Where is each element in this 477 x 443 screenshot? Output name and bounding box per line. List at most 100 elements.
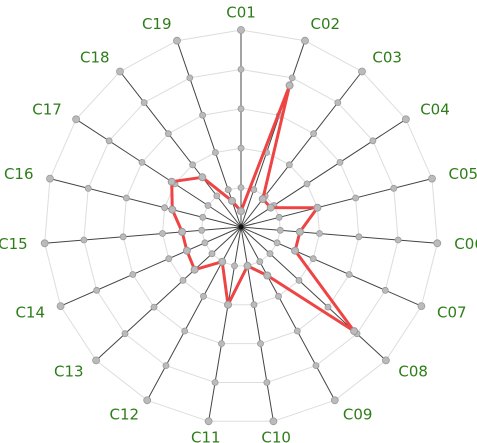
data-point-c05 — [313, 203, 322, 212]
ring-marker-c03-4 — [334, 99, 342, 106]
ring-marker-c05-4 — [390, 184, 398, 192]
radar-series — [167, 81, 359, 336]
axis-label-c16: C16 — [4, 165, 34, 183]
ring-marker-c10-3 — [257, 340, 264, 348]
ring-marker-c01-3 — [237, 105, 245, 113]
ring-marker-c09-4 — [312, 362, 320, 370]
ring-marker-c07-5 — [417, 302, 426, 311]
ring-marker-c15-1 — [198, 226, 206, 234]
ring-marker-c01-5 — [237, 26, 245, 34]
axis-label-c18: C18 — [80, 49, 110, 67]
ring-marker-c10-2 — [250, 301, 258, 309]
ring-marker-c06-2 — [316, 230, 323, 237]
ring-marker-c17-5 — [72, 115, 80, 124]
ring-marker-c08-5 — [381, 356, 390, 365]
ring-marker-c04-5 — [401, 115, 410, 124]
data-point-c02 — [285, 81, 294, 90]
axis-label-c04: C04 — [420, 101, 450, 119]
axis-label-c12: C12 — [110, 406, 140, 424]
axis-label-c17: C17 — [32, 101, 62, 119]
spoke-c13 — [95, 226, 242, 361]
ring-marker-c14-2 — [165, 255, 173, 263]
ring-marker-c11-1 — [231, 262, 238, 270]
ring-marker-c04-4 — [369, 137, 377, 145]
ring-marker-c14-5 — [56, 302, 65, 311]
ring-marker-c19-5 — [173, 36, 181, 45]
ring-marker-c08-3 — [324, 303, 332, 311]
ring-marker-c06-5 — [433, 239, 442, 248]
ring-marker-c09-3 — [293, 327, 301, 335]
ring-marker-c14-1 — [201, 239, 209, 247]
spoke-c19 — [176, 40, 242, 228]
ring-marker-c12-3 — [181, 327, 189, 335]
ring-marker-c03-5 — [358, 67, 366, 76]
data-point-c18 — [198, 173, 207, 182]
data-point-c14 — [182, 246, 191, 255]
spoke-c18 — [119, 71, 242, 228]
spoke-c15 — [44, 226, 242, 244]
data-point-c11 — [224, 300, 232, 309]
axis-label-c02: C02 — [311, 15, 341, 33]
ring-marker-c12-2 — [200, 292, 207, 300]
ring-marker-c11-3 — [218, 340, 225, 348]
series-line-0 — [170, 83, 356, 333]
ring-marker-c13-1 — [208, 250, 216, 258]
ring-marker-c16-2 — [161, 204, 169, 212]
ring-marker-c16-1 — [199, 213, 207, 221]
spoke-c03 — [240, 71, 363, 228]
ring-marker-c13-5 — [92, 356, 100, 365]
ring-marker-c15-2 — [159, 230, 166, 237]
ring-marker-c07-1 — [273, 239, 281, 247]
grid-ring-5 — [44, 29, 438, 422]
axis-label-c13: C13 — [54, 362, 84, 380]
ring-marker-c06-4 — [394, 236, 402, 244]
ring-marker-c05-1 — [275, 213, 283, 221]
ring-marker-c18-3 — [164, 130, 172, 138]
grid-ring-3 — [122, 108, 360, 345]
ring-marker-c07-3 — [345, 271, 353, 278]
data-point-c03 — [258, 195, 267, 203]
ring-marker-c19-3 — [199, 111, 207, 119]
axis-label-c10: C10 — [261, 429, 291, 443]
ring-marker-c06-3 — [355, 233, 363, 241]
ring-marker-c17-1 — [204, 202, 212, 209]
ring-marker-c07-2 — [309, 255, 317, 263]
axis-label-c07: C07 — [437, 304, 467, 322]
spoke-c07 — [240, 226, 422, 307]
data-point-c06 — [295, 227, 304, 236]
ring-marker-c01-1 — [237, 184, 245, 192]
ring-marker-c04-3 — [336, 158, 344, 166]
axis-label-c06: C06 — [454, 235, 477, 253]
spoke-c16 — [49, 178, 242, 228]
ring-marker-c09-1 — [256, 258, 264, 266]
axis-label-c15: C15 — [0, 235, 28, 253]
data-point-c12 — [218, 257, 227, 266]
ring-marker-c18-2 — [189, 161, 197, 169]
spoke-c08 — [240, 226, 387, 361]
ring-marker-c14-3 — [129, 271, 137, 278]
ring-marker-c05-5 — [428, 174, 436, 183]
data-point-c17 — [167, 177, 176, 186]
ring-marker-c16-4 — [84, 184, 92, 192]
ring-marker-c17-4 — [105, 137, 113, 145]
radar-spokes — [40, 26, 442, 426]
spoke-c02 — [240, 40, 306, 228]
ring-marker-c09-2 — [275, 292, 282, 300]
ring-marker-c14-4 — [93, 286, 101, 294]
data-point-c13 — [190, 265, 199, 274]
spoke-c10 — [240, 226, 274, 422]
axis-label-c03: C03 — [372, 49, 402, 67]
axis-label-c11: C11 — [191, 429, 221, 443]
data-point-c09 — [263, 271, 272, 280]
axis-label-c01: C01 — [226, 4, 256, 22]
ring-marker-c18-5 — [116, 67, 124, 76]
ring-marker-c03-3 — [310, 130, 318, 138]
radar-center-point — [238, 224, 244, 230]
ring-marker-c02-4 — [288, 74, 296, 82]
data-point-c04 — [266, 203, 275, 212]
ring-marker-c19-1 — [224, 186, 232, 194]
spoke-c14 — [60, 226, 242, 307]
ring-marker-c11-4 — [211, 379, 219, 386]
data-point-c16 — [168, 205, 177, 214]
ring-marker-c13-3 — [150, 303, 158, 311]
